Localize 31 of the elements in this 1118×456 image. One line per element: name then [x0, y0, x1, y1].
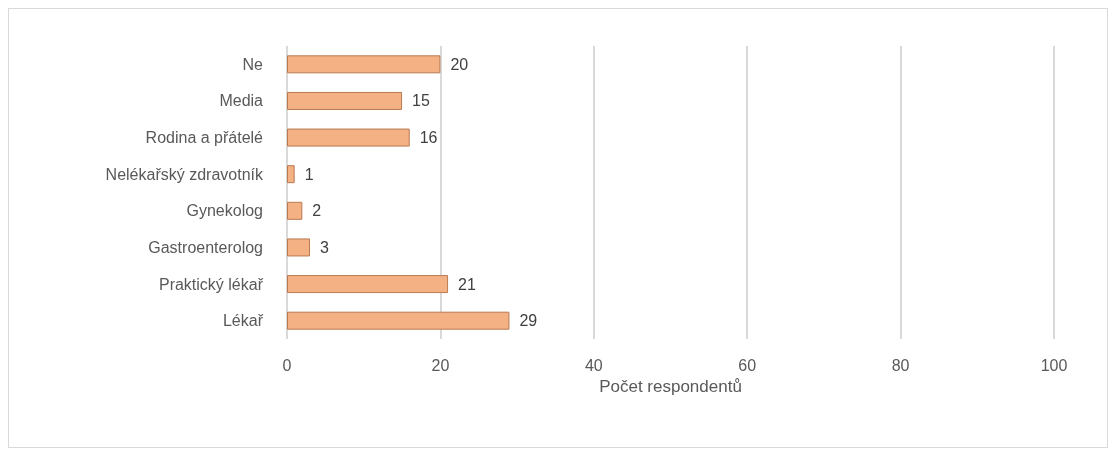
bar	[287, 311, 510, 330]
x-tick-label: 100	[1040, 356, 1068, 374]
x-tick-label: 20	[431, 356, 450, 374]
x-tick-label: 80	[891, 356, 910, 374]
bar	[287, 128, 410, 147]
data-label: 21	[458, 275, 476, 293]
data-label: 1	[304, 165, 314, 183]
x-tick-label: 60	[738, 356, 757, 374]
data-label: 2	[312, 202, 322, 220]
y-tick-label: Gastroenterolog	[148, 238, 263, 256]
y-tick-label: Ne	[242, 55, 264, 73]
data-label: 16	[419, 129, 438, 147]
y-tick-label: Gynekolog	[186, 202, 263, 220]
bar	[287, 201, 303, 220]
data-label: 3	[320, 238, 330, 256]
y-tick-label: Nelékařský zdravotník	[105, 165, 264, 183]
x-axis-title: Počet respondentů	[599, 376, 742, 396]
x-tick-label: 40	[584, 356, 603, 374]
data-label: 20	[450, 55, 469, 73]
x-tick-label: 0	[282, 356, 292, 374]
bar	[287, 275, 449, 294]
bar	[287, 91, 403, 110]
bar	[287, 165, 295, 184]
y-tick-label: Praktický lékař	[158, 275, 264, 293]
y-tick-label: Lékař	[222, 312, 264, 330]
y-tick-label: Rodina a přátelé	[145, 129, 264, 147]
y-tick-label: Media	[219, 92, 264, 110]
bar	[287, 238, 311, 257]
data-label: 15	[412, 92, 430, 110]
data-label: 29	[519, 312, 538, 330]
bar	[287, 55, 441, 74]
